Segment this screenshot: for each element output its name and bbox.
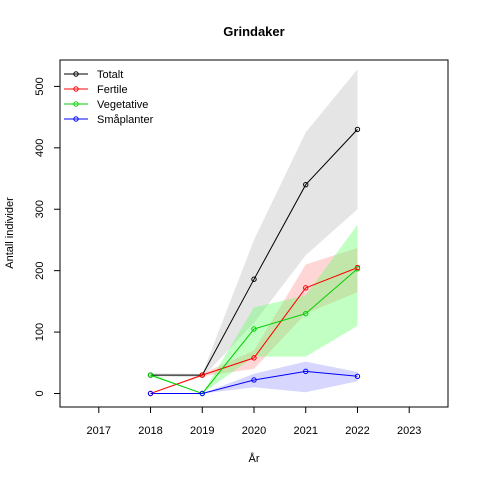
line-totalt — [150, 129, 358, 376]
band-totalt — [150, 69, 358, 378]
x-tick-label-2021: 2021 — [293, 425, 317, 437]
y-tick-label-200: 200 — [34, 261, 46, 279]
x-tick-label-2022: 2022 — [345, 425, 369, 437]
line-fertile — [150, 267, 358, 394]
legend-marker-vegetative — [73, 101, 79, 107]
x-axis: 2017 2018 2019 2020 2021 2022 2023 — [87, 407, 421, 437]
point-fertile-2020 — [251, 355, 257, 361]
y-tick-label-300: 300 — [34, 200, 46, 218]
legend-marker-smaplanter — [73, 116, 79, 122]
point-totalt-2021 — [303, 181, 309, 188]
legend-label-fertile: Fertile — [97, 84, 128, 96]
legend-label-totalt: Totalt — [97, 69, 123, 81]
point-vegetative-2021 — [303, 310, 309, 317]
legend-label-vegetative: Vegetative — [97, 99, 148, 111]
point-smaplanter-2019 — [199, 390, 205, 397]
x-tick-label-2019: 2019 — [190, 425, 214, 437]
point-smaplanter-2022 — [354, 373, 361, 379]
x-tick-label-2018: 2018 — [138, 425, 162, 437]
y-axis-label: Antall individer — [4, 197, 16, 269]
x-tick-label-2020: 2020 — [242, 425, 266, 437]
band-vegetative — [150, 224, 358, 394]
y-tick-label-500: 500 — [34, 77, 46, 95]
point-smaplanter-2020 — [251, 377, 257, 383]
point-totalt-2022 — [354, 126, 361, 133]
x-tick-label-2017: 2017 — [87, 425, 111, 437]
series-points — [147, 126, 361, 397]
series-lines — [150, 129, 358, 395]
point-vegetative-2022 — [354, 266, 361, 272]
point-fertile-2021 — [303, 285, 309, 291]
legend-marker-fertile — [73, 86, 79, 92]
legend-label-smaplanter: Småplanter — [97, 114, 154, 126]
line-vegetative — [150, 268, 358, 395]
point-totalt-2020 — [251, 276, 257, 282]
point-smaplanter-2018 — [147, 390, 154, 397]
y-tick-label-400: 400 — [34, 139, 46, 157]
y-axis: 0 100 200 300 400 500 — [34, 77, 60, 397]
point-vegetative-2020 — [251, 326, 257, 332]
legend-marker-totalt — [73, 71, 79, 77]
x-axis-label: År — [249, 452, 260, 465]
band-fertile — [150, 247, 358, 394]
y-tick-label-100: 100 — [34, 323, 46, 341]
legend: Totalt Fertile Vegetative Småplanter — [64, 69, 154, 126]
chart-title: Grindaker — [223, 24, 284, 39]
y-tick-label-0: 0 — [34, 390, 46, 396]
point-vegetative-2018 — [147, 372, 154, 378]
point-smaplanter-2021 — [303, 368, 309, 375]
point-fertile-2019 — [199, 372, 205, 378]
line-smaplanter — [150, 370, 358, 394]
x-tick-label-2023: 2023 — [397, 425, 421, 437]
